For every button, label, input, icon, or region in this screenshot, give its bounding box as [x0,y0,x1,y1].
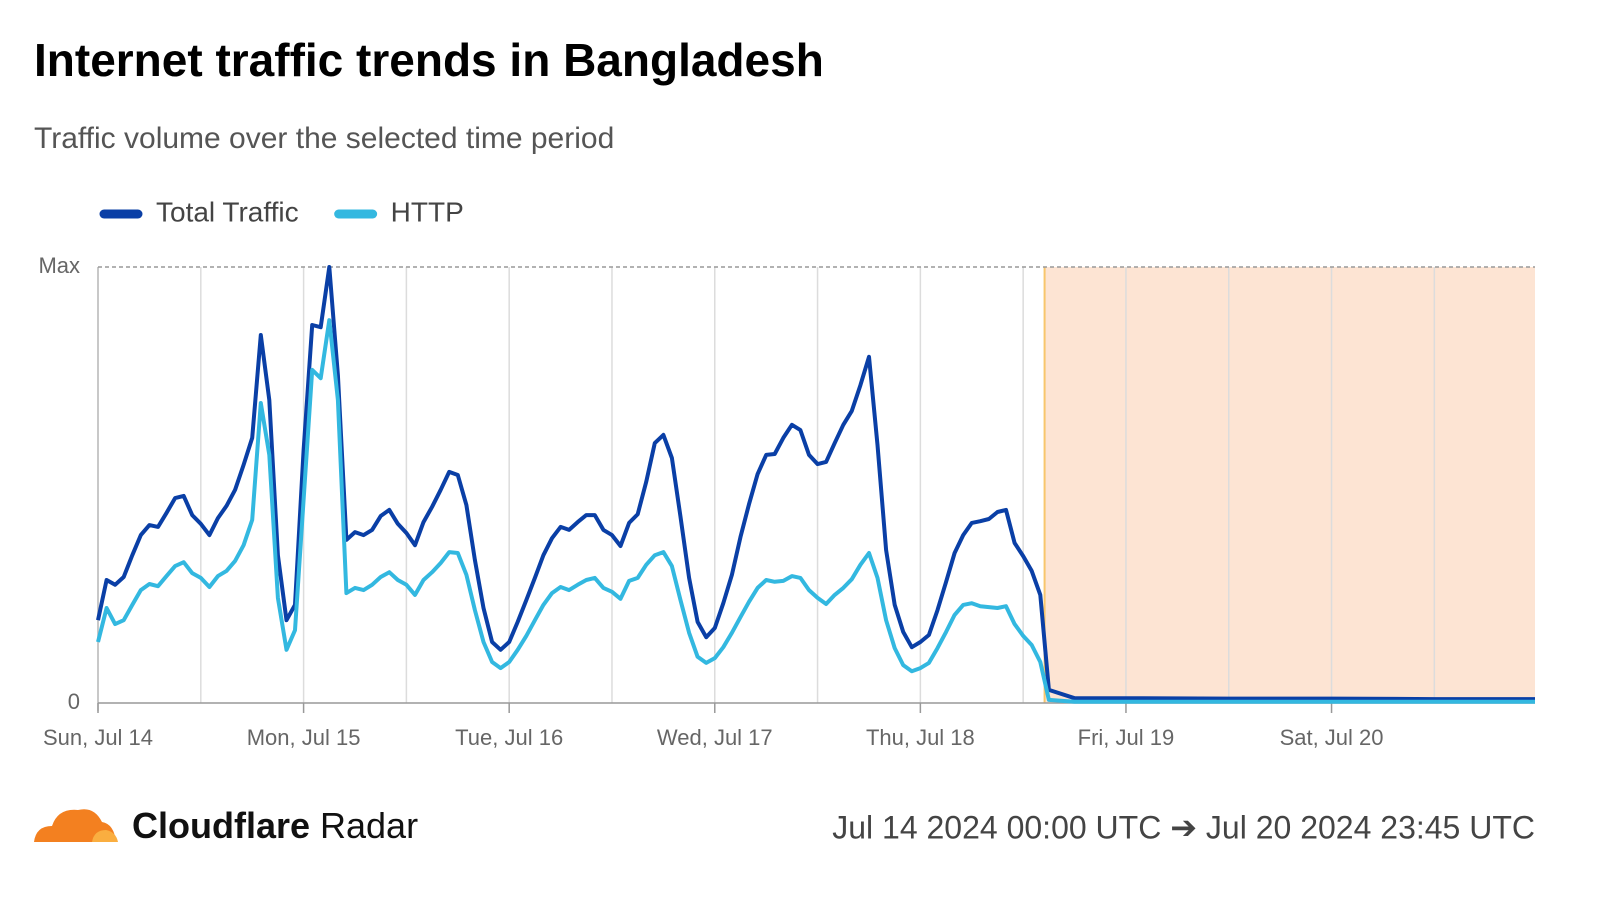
legend-item: HTTP [334,196,464,227]
legend-label: Total Traffic [156,196,299,227]
y-tick-label: Max [38,253,80,278]
highlight-region [1044,267,1535,703]
legend-label: HTTP [391,196,464,227]
legend-item: Total Traffic [99,196,299,227]
chart-title: Internet traffic trends in Bangladesh [34,34,824,86]
series-line [96,265,1535,702]
x-tick-label: Sat, Jul 20 [1280,725,1384,750]
series-line [96,318,1535,704]
brand-name: Radar [320,805,418,846]
x-tick-label: Mon, Jul 15 [247,725,361,750]
y-tick-label: 0 [68,689,80,714]
x-tick-label: Thu, Jul 18 [866,725,975,750]
logo [34,809,118,842]
x-tick-label: Sun, Jul 14 [43,725,153,750]
x-tick-label: Wed, Jul 17 [657,725,773,750]
brand-bold: Cloudflare [132,805,310,846]
x-tick-label: Tue, Jul 16 [455,725,563,750]
brand: Cloudflare Radar [132,805,418,846]
date-range: Jul 14 2024 00:00 UTC ➔ Jul 20 2024 23:4… [832,809,1535,845]
chart-subtitle: Traffic volume over the selected time pe… [34,122,614,155]
x-tick-label: Fri, Jul 19 [1078,725,1175,750]
